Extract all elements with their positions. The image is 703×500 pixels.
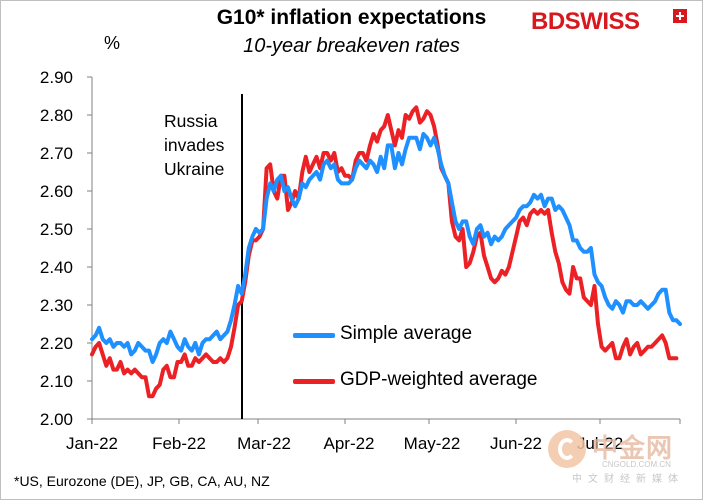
annotation-line: invades — [164, 135, 225, 155]
y-tick-label: 2.10 — [40, 372, 73, 391]
series-line-simple-average — [90, 132, 682, 364]
watermark-text: 中金网 — [592, 433, 674, 463]
legend-label-gdp: GDP-weighted average — [340, 369, 538, 390]
x-tick-label: Apr-22 — [323, 434, 374, 453]
y-tick-label: 2.90 — [40, 68, 73, 87]
x-tick-label: Jun-22 — [490, 434, 542, 453]
y-tick-label: 2.20 — [40, 334, 73, 353]
watermark: 中金网 CNGOLD.COM.CN 中文财经新媒体 — [548, 428, 698, 485]
footnote: *US, Eurozone (DE), JP, GB, CA, AU, NZ — [14, 473, 270, 489]
x-axis: Jan-22 Feb-22 Mar-22 Apr-22 May-22 Jun-22 Jul-… — [66, 418, 681, 453]
chart-subtitle: 10-year breakeven rates — [243, 35, 460, 57]
x-tick-label: Jan-22 — [66, 434, 118, 453]
watermark-subtitle: 中文财经新媒体 — [572, 474, 684, 485]
annotation-line: Russia — [164, 111, 218, 131]
x-tick-label: Mar-22 — [237, 434, 291, 453]
y-axis: 2.00 2.10 2.20 2.30 2.40 2.50 2.60 2.70 2.80 2.90 — [40, 68, 93, 429]
y-tick-label: 2.00 — [40, 410, 73, 429]
y-tick-label: 2.40 — [40, 258, 73, 277]
x-tick-label: Jul-22 — [577, 434, 623, 453]
x-tick-label: May-22 — [404, 434, 461, 453]
y-tick-label: 2.80 — [40, 106, 73, 125]
y-tick-label: 2.70 — [40, 144, 73, 163]
series-lines — [90, 105, 682, 399]
brand-logo: BDSWISS — [531, 8, 640, 35]
legend-swatch-gdp — [293, 379, 335, 384]
annotation-line: Ukraine — [164, 159, 225, 179]
series-line-gdp-weighted — [90, 105, 679, 399]
y-tick-label: 2.30 — [40, 296, 73, 315]
chart-title: G10* inflation expectations — [216, 6, 487, 29]
coin-logo-icon — [548, 430, 586, 468]
y-tick-label: 2.60 — [40, 182, 73, 201]
legend-label-simple: Simple average — [340, 323, 473, 344]
swiss-cross-icon — [673, 9, 687, 23]
invasion-annotation: Russia invades Ukraine — [164, 109, 224, 181]
y-tick-label: 2.50 — [40, 220, 73, 239]
legend-swatch-simple — [293, 333, 335, 338]
y-axis-unit: % — [104, 33, 121, 53]
watermark-url: CNGOLD.COM.CN — [602, 460, 671, 469]
x-tick-label: Feb-22 — [152, 434, 206, 453]
